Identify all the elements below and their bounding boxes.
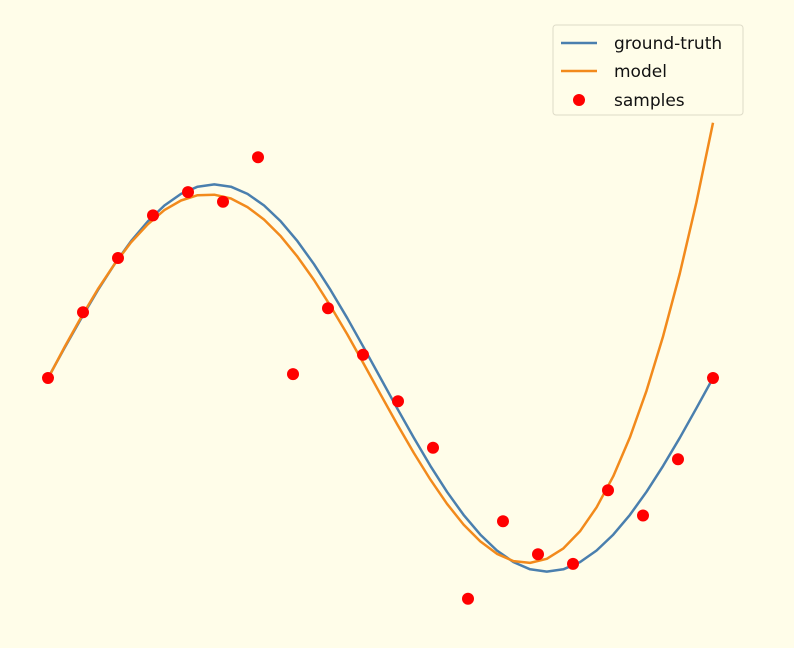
sample-point	[182, 186, 194, 199]
sample-point	[112, 252, 124, 264]
sample-point	[637, 509, 649, 522]
sample-point	[217, 195, 229, 208]
sample-point	[707, 372, 719, 384]
series-line-ground-truth	[46, 183, 715, 573]
sample-point	[672, 453, 684, 466]
legend-box	[552, 24, 744, 116]
sample-point	[42, 372, 54, 384]
sample-point	[462, 592, 474, 605]
legend-ground-truth-label: ground-truth	[614, 34, 722, 54]
sample-point	[357, 348, 369, 361]
sample-point	[322, 302, 334, 315]
sample-point	[427, 441, 439, 454]
sample-point	[392, 395, 404, 408]
sample-point	[287, 368, 299, 381]
legend-samples-marker	[573, 94, 585, 106]
sample-point	[602, 484, 614, 497]
sample-point	[567, 557, 579, 570]
legend-samples-label: samples	[614, 91, 685, 111]
legend: ground-truth model samples	[552, 24, 744, 116]
plot-layer	[42, 122, 719, 605]
sample-point	[77, 306, 89, 319]
legend-model-label: model	[614, 62, 667, 82]
sample-point	[532, 548, 544, 561]
sample-point	[147, 209, 159, 222]
sample-point	[252, 151, 264, 164]
series-line-model	[46, 122, 715, 565]
sample-point	[497, 515, 509, 528]
